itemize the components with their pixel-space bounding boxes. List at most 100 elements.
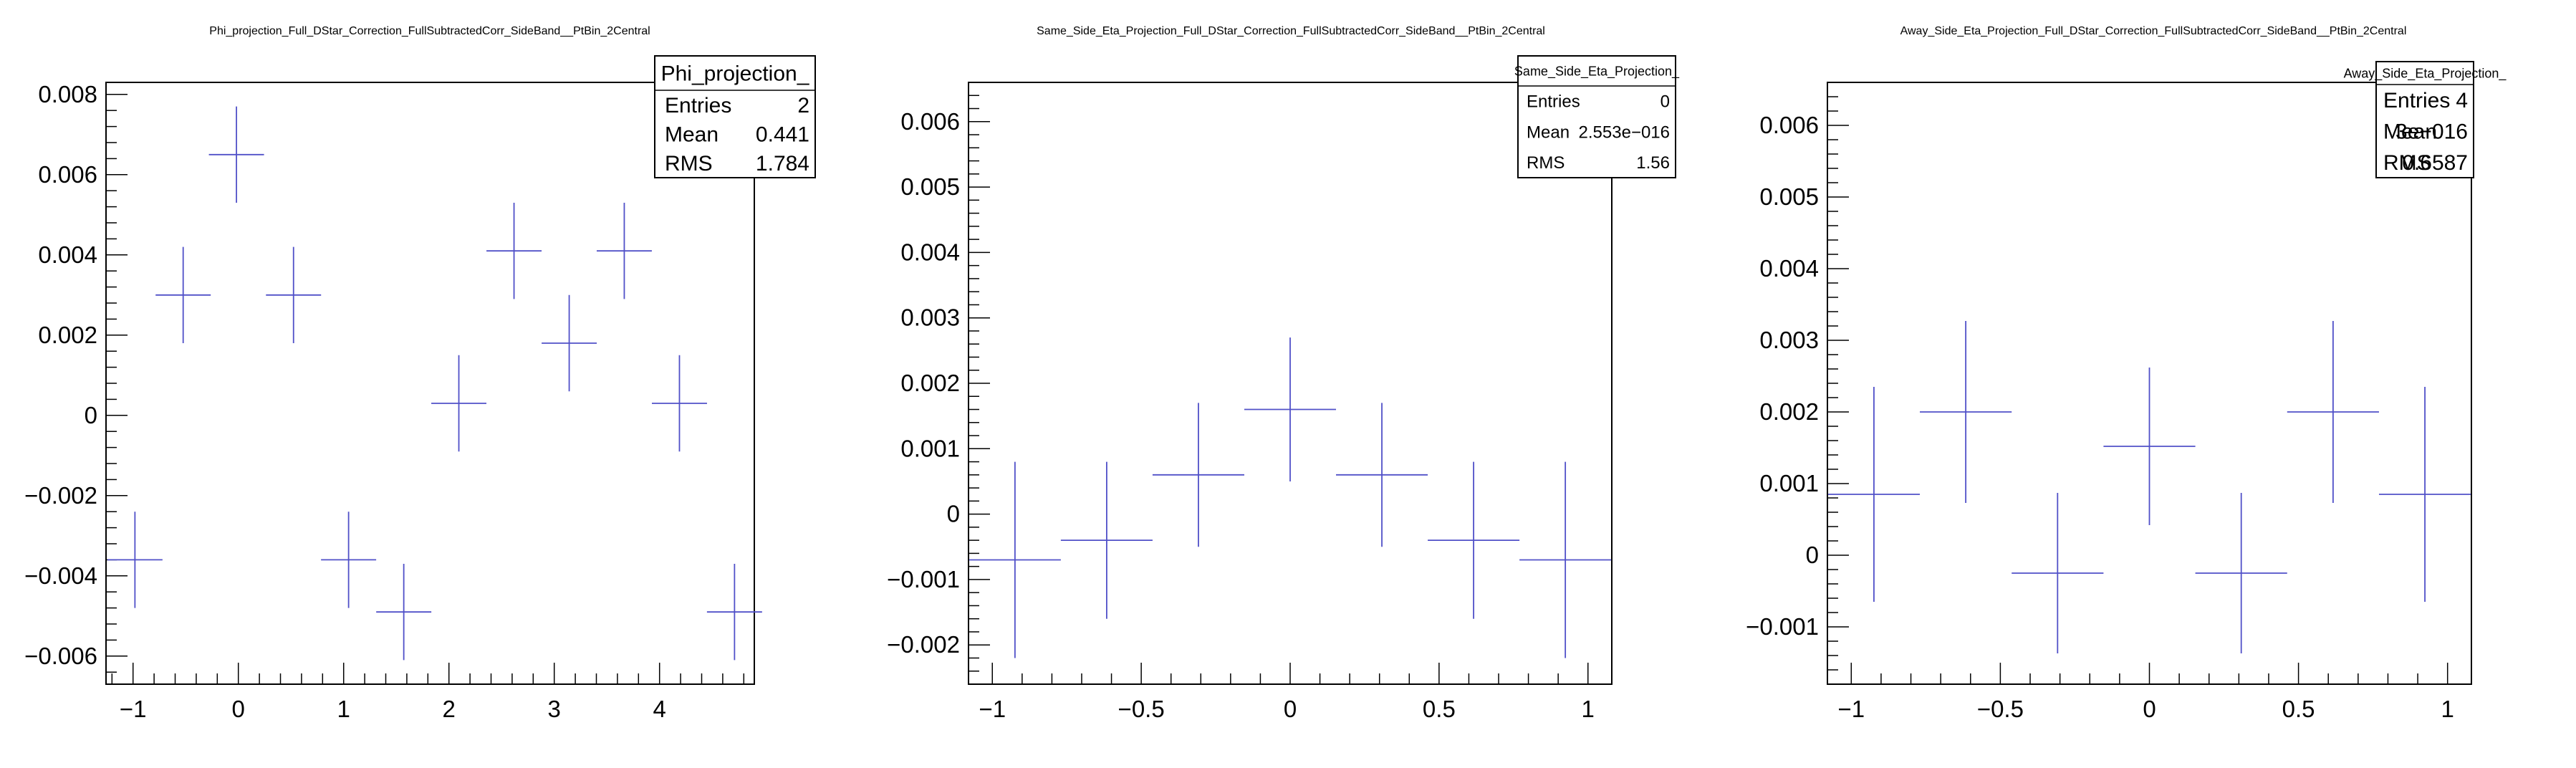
y-tick-label: −0.002 [24,482,97,509]
stats-value: 0 [1661,92,1670,112]
data-point [2195,493,2287,653]
data-point [1920,321,2012,503]
stats-box-frame [1517,55,1676,178]
stats-box-name: Away_Side_Eta_Projection_ [2344,66,2507,81]
x-tick-label: 3 [548,696,561,722]
x-tick-label: −1 [120,696,147,722]
y-tick-label: 0 [947,501,960,527]
data-point [706,564,762,661]
stats-value: 1.56 [1636,153,1670,173]
data-point [1428,461,1520,619]
data-point [376,564,432,661]
x-tick-label: 1 [2441,696,2454,722]
x-tick-label: 1 [1582,696,1595,722]
y-tick-label: −0.002 [887,631,960,658]
chart-title: Same_Side_Eta_Projection_Full_DStar_Corr… [1037,25,1545,37]
chart-title: Phi_projection_Full_DStar_Correction_Ful… [209,25,650,37]
stats-label: Entries [665,94,731,117]
x-tick-label: 0.5 [2282,696,2315,722]
stats-box-name: Same_Side_Eta_Projection_ [1514,64,1680,79]
x-tick-label: −0.5 [1977,696,2024,722]
data-point [208,106,264,203]
data-point [2378,387,2471,602]
y-tick-label: 0.006 [1759,112,1819,138]
x-tick-label: 0 [232,696,245,722]
stats-label: Entries [1527,92,1580,112]
data-point [2012,493,2104,653]
data-point [107,512,163,608]
stats-label: RMS [665,152,713,176]
chart-panel-1: Phi_projection_Full_DStar_Correction_Ful… [24,25,816,722]
data-point [2287,321,2379,503]
stats-box: Same_Side_Eta_Projection_ Entries 0 Mean 2.5… [1514,55,1680,178]
data-point [431,355,487,452]
y-tick-label: 0 [1806,542,1819,568]
y-tick-label: 0.002 [1759,398,1819,425]
data-point [2103,368,2196,525]
y-tick-label: 0.004 [38,241,97,268]
data-point [1827,387,1921,602]
data-point [1336,403,1428,547]
y-tick-label: 0.003 [900,304,960,331]
chart-panel-2: Same_Side_Eta_Projection_Full_DStar_Corr… [887,25,1680,722]
chart-title: Away_Side_Eta_Projection_Full_DStar_Corr… [1900,25,2407,37]
y-tick-label: 0.006 [38,161,97,188]
stats-value: 1.784 [756,152,809,176]
data-point [1244,337,1337,481]
stats-label: Mean [2383,120,2437,144]
x-tick-label: −1 [979,696,1006,722]
stats-box-frame [654,55,816,178]
stats-value: 4 [2456,89,2468,112]
x-tick-label: 4 [653,696,666,722]
stats-value: 0.441 [756,123,809,147]
stats-label: Entries [2383,89,2450,112]
stats-label: RMS [1527,153,1565,173]
y-tick-label: 0.008 [38,81,97,107]
data-point [321,512,377,608]
x-tick-label: 0.5 [1423,696,1456,722]
data-point [1152,403,1244,547]
y-tick-label: −0.001 [1746,613,1819,640]
stats-label: Mean [1527,123,1570,142]
stats-label: Mean [665,123,719,147]
y-tick-label: 0.004 [1759,255,1819,282]
stats-value: 3e−016 [2395,120,2468,144]
y-tick-label: 0 [85,402,97,428]
y-tick-label: 0.005 [1759,183,1819,210]
stats-label: RMS [2383,151,2431,175]
stats-value: 0.6587 [2402,151,2468,175]
data-point [652,355,707,452]
y-tick-label: −0.004 [24,562,97,589]
stats-box-name: Phi_projection_ [661,62,810,86]
x-tick-label: 2 [443,696,456,722]
stats-value: 2.553e−016 [1579,123,1670,142]
y-tick-label: 0.004 [900,239,960,265]
x-tick-label: 0 [2143,696,2156,722]
data-point [155,246,211,343]
y-tick-label: 0.001 [1759,470,1819,496]
stats-box: Away_Side_Eta_Projection_ Entries 4 Mean3e−… [2344,61,2507,178]
stats-box-frame [2375,61,2474,178]
y-tick-label: 0.003 [1759,327,1819,353]
y-tick-label: −0.006 [24,643,97,669]
x-tick-label: 1 [337,696,350,722]
x-tick-label: −1 [1837,696,1865,722]
data-point [969,461,1061,658]
y-tick-label: 0.002 [38,322,97,348]
data-point [542,294,597,392]
chart-panel-3: Away_Side_Eta_Projection_Full_DStar_Corr… [1746,25,2507,722]
data-point [1060,461,1153,619]
x-tick-label: −0.5 [1118,696,1165,722]
data-point [596,203,652,299]
y-tick-label: 0.001 [900,435,960,461]
data-point [486,203,542,299]
data-point [266,246,322,343]
y-tick-label: 0.002 [900,370,960,396]
data-point [1519,461,1612,658]
stats-box: Phi_projection_ Entries 2 Mean 0.441 RMS 1.784 [654,55,816,178]
y-tick-label: −0.001 [887,566,960,592]
stats-value: 2 [797,94,809,117]
y-tick-label: 0.005 [900,173,960,200]
y-tick-label: 0.006 [900,108,960,135]
